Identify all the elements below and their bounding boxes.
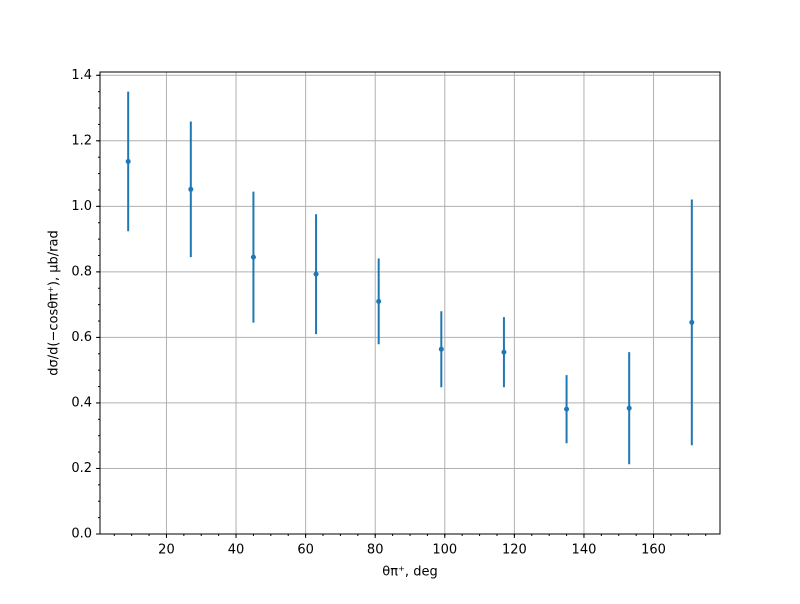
x-tick-label: 140 bbox=[572, 543, 597, 558]
data-point bbox=[626, 405, 632, 411]
plot-frame bbox=[99, 71, 721, 535]
x-tick-label: 60 bbox=[297, 543, 314, 558]
y-tick-label: 0.0 bbox=[71, 527, 92, 542]
data-point bbox=[313, 271, 319, 277]
y-axis-label: dσ/d(−cosθπ⁺), μb/rad bbox=[47, 230, 62, 375]
data-point bbox=[689, 319, 695, 325]
x-tick-label: 100 bbox=[432, 543, 457, 558]
y-tick-label: 1.2 bbox=[71, 133, 92, 148]
x-axis-label: θπ⁺, deg bbox=[382, 565, 437, 580]
data-point bbox=[501, 349, 507, 355]
data-point bbox=[250, 254, 256, 260]
y-tick-label: 1.0 bbox=[71, 199, 92, 214]
data-point bbox=[564, 406, 570, 412]
x-tick-label: 40 bbox=[228, 543, 245, 558]
data-point bbox=[376, 298, 382, 304]
data-point bbox=[125, 158, 131, 164]
y-tick-label: 0.4 bbox=[71, 395, 92, 410]
x-tick-label: 20 bbox=[158, 543, 175, 558]
y-tick-label: 0.2 bbox=[71, 461, 92, 476]
data-point bbox=[188, 186, 194, 192]
y-tick-label: 0.6 bbox=[71, 330, 92, 345]
x-tick-label: 80 bbox=[367, 543, 384, 558]
y-tick-label: 0.8 bbox=[71, 264, 92, 279]
data-point bbox=[438, 346, 444, 352]
x-tick-label: 120 bbox=[502, 543, 527, 558]
x-tick-label: 160 bbox=[641, 543, 666, 558]
y-tick-label: 1.4 bbox=[71, 68, 92, 83]
